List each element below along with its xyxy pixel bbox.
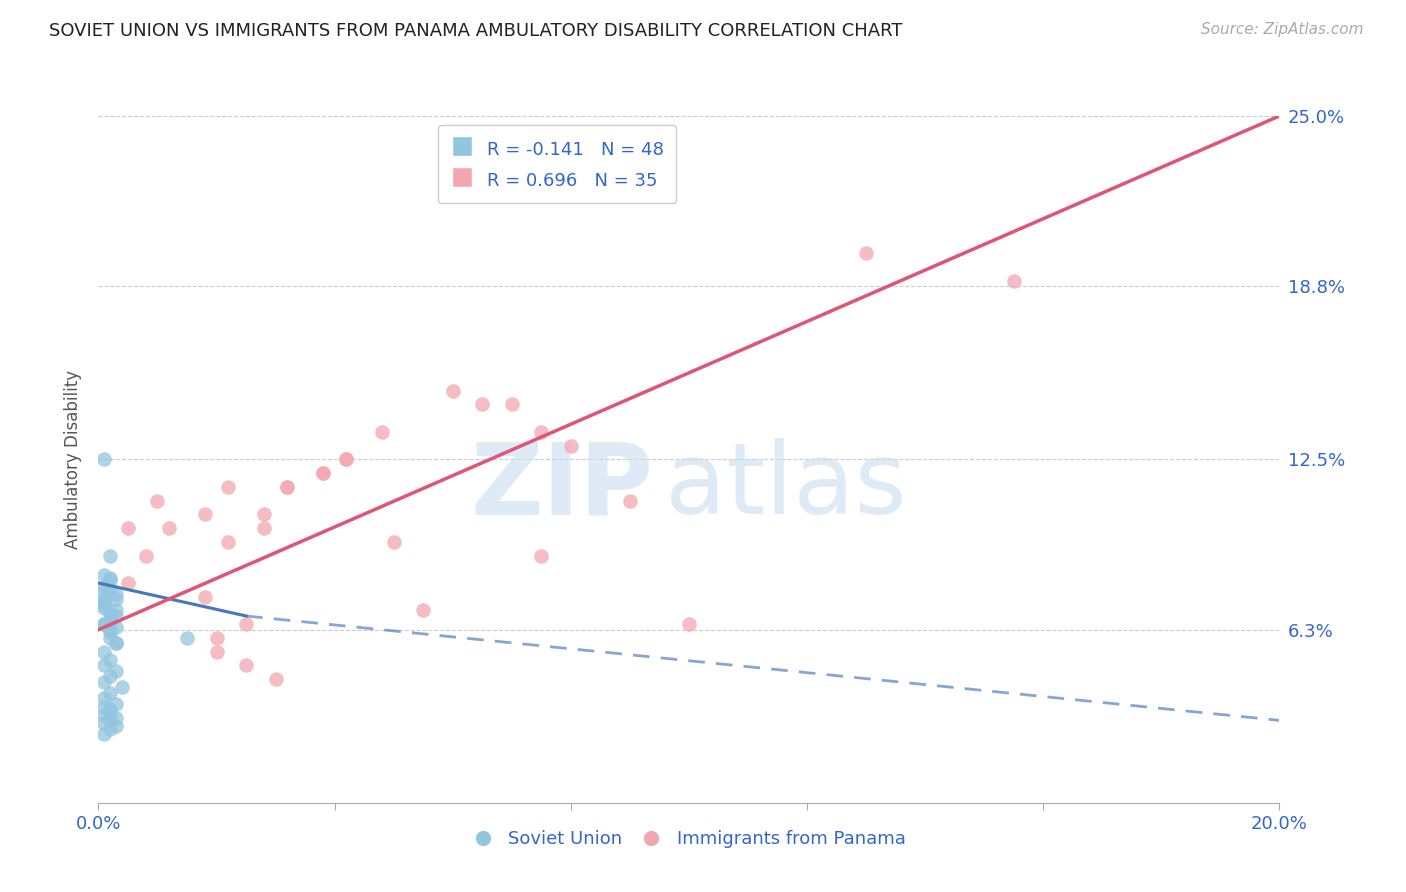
Point: [98, 612, 121, 626]
Point: [235, 617, 257, 632]
Point: [371, 425, 394, 439]
Point: [98, 615, 121, 629]
Point: [217, 534, 239, 549]
Point: [98, 705, 121, 719]
Point: [335, 452, 357, 467]
Point: [194, 508, 217, 522]
Point: [312, 466, 335, 480]
Point: [98, 702, 121, 716]
Point: [98, 549, 121, 563]
Point: [253, 508, 276, 522]
Point: [93, 617, 115, 632]
Text: atlas: atlas: [665, 438, 907, 535]
Point: [176, 631, 198, 645]
Point: [93, 617, 115, 632]
Point: [93, 595, 115, 609]
Point: [105, 609, 128, 624]
Point: [93, 600, 115, 615]
Point: [93, 645, 115, 659]
Point: [93, 707, 115, 722]
Point: [98, 631, 121, 645]
Point: [105, 711, 128, 725]
Point: [855, 246, 877, 260]
Point: [98, 669, 121, 683]
Point: [135, 549, 157, 563]
Point: [98, 623, 121, 637]
Point: [678, 617, 700, 632]
Point: [235, 658, 257, 673]
Point: [93, 452, 115, 467]
Point: [105, 587, 128, 601]
Point: [98, 570, 121, 584]
Point: [93, 598, 115, 612]
Point: [98, 686, 121, 700]
Point: [105, 719, 128, 733]
Point: [98, 653, 121, 667]
Point: [146, 493, 169, 508]
Point: [98, 582, 121, 596]
Point: [93, 699, 115, 714]
Point: [93, 584, 115, 599]
Point: [111, 681, 134, 695]
Point: [117, 521, 139, 535]
Point: [560, 439, 582, 453]
Point: [501, 397, 523, 411]
Text: SOVIET UNION VS IMMIGRANTS FROM PANAMA AMBULATORY DISABILITY CORRELATION CHART: SOVIET UNION VS IMMIGRANTS FROM PANAMA A…: [49, 22, 903, 40]
Point: [253, 521, 276, 535]
Text: ZIP: ZIP: [471, 438, 654, 535]
Point: [205, 645, 228, 659]
Point: [105, 636, 128, 650]
Point: [93, 658, 115, 673]
Point: [335, 452, 357, 467]
Point: [619, 493, 641, 508]
Point: [93, 716, 115, 731]
Point: [441, 384, 464, 398]
Point: [98, 606, 121, 620]
Point: [93, 727, 115, 741]
Point: [105, 664, 128, 678]
Point: [205, 631, 228, 645]
Point: [194, 590, 217, 604]
Y-axis label: Ambulatory Disability: Ambulatory Disability: [65, 370, 83, 549]
Point: [93, 674, 115, 689]
Point: [276, 480, 298, 494]
Point: [117, 576, 139, 591]
Point: [312, 466, 335, 480]
Point: [105, 603, 128, 617]
Point: [105, 592, 128, 607]
Point: [93, 592, 115, 607]
Point: [98, 722, 121, 736]
Point: [382, 534, 405, 549]
Point: [217, 480, 239, 494]
Point: [98, 714, 121, 728]
Point: [1002, 274, 1025, 288]
Legend: Soviet Union, Immigrants from Panama: Soviet Union, Immigrants from Panama: [465, 823, 912, 855]
Point: [93, 691, 115, 706]
Point: [530, 425, 553, 439]
Point: [98, 574, 121, 588]
Point: [98, 625, 121, 640]
Point: [264, 672, 287, 686]
Point: [276, 480, 298, 494]
Point: [105, 697, 128, 711]
Point: [93, 579, 115, 593]
Point: [530, 549, 553, 563]
Point: [105, 620, 128, 634]
Point: [93, 567, 115, 582]
Point: [471, 397, 494, 411]
Point: [157, 521, 180, 535]
Point: [105, 636, 128, 650]
Text: Source: ZipAtlas.com: Source: ZipAtlas.com: [1201, 22, 1364, 37]
Point: [412, 603, 434, 617]
